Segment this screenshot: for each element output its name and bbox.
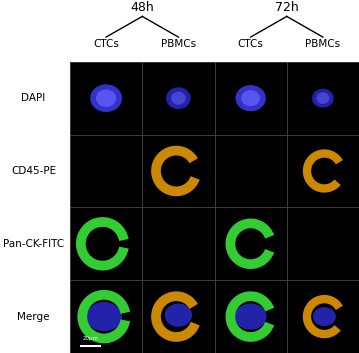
- Text: CTCs: CTCs: [93, 40, 119, 49]
- Text: CD45-PE: CD45-PE: [11, 166, 56, 176]
- Text: 72h: 72h: [275, 1, 299, 13]
- Ellipse shape: [316, 92, 329, 104]
- Ellipse shape: [166, 87, 191, 109]
- Text: 48h: 48h: [130, 1, 154, 13]
- Text: CTCs: CTCs: [238, 40, 264, 49]
- Text: PBMCs: PBMCs: [161, 40, 196, 49]
- Ellipse shape: [96, 89, 116, 107]
- Ellipse shape: [312, 89, 334, 108]
- Text: PBMCs: PBMCs: [305, 40, 340, 49]
- Text: Pan-CK-FITC: Pan-CK-FITC: [3, 239, 64, 249]
- Text: Merge: Merge: [17, 312, 50, 322]
- Ellipse shape: [241, 90, 260, 106]
- Text: DAPI: DAPI: [22, 93, 46, 103]
- Ellipse shape: [86, 302, 122, 331]
- Ellipse shape: [236, 85, 266, 111]
- Ellipse shape: [235, 304, 266, 330]
- Ellipse shape: [165, 304, 192, 327]
- Text: 20μm: 20μm: [83, 336, 99, 341]
- Ellipse shape: [90, 84, 122, 112]
- Ellipse shape: [313, 307, 336, 326]
- Ellipse shape: [171, 92, 186, 105]
